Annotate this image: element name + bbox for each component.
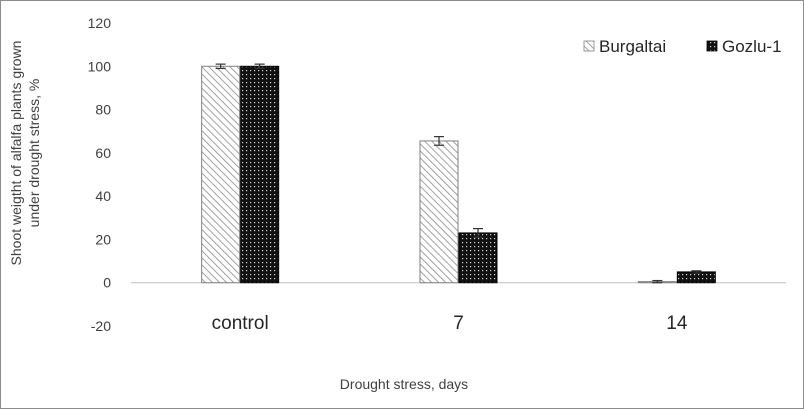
error-bar <box>254 63 265 70</box>
legend-label: Gozlu-1 <box>722 37 782 56</box>
y-tick-label: -20 <box>91 318 111 334</box>
error-bar <box>652 279 663 284</box>
y-tick-label: 100 <box>88 58 112 74</box>
bar-gozlu-1-0 <box>240 65 280 284</box>
x-tick-label: control <box>212 313 269 334</box>
bars <box>201 63 716 284</box>
bar-burgaltai-0 <box>201 65 241 284</box>
bar-gozlu-1-1 <box>458 232 498 284</box>
legend-swatch <box>583 40 595 52</box>
error-bar <box>434 136 444 146</box>
error-bar <box>215 63 226 70</box>
x-tick-label: 14 <box>666 313 688 334</box>
y-tick-label: 60 <box>95 145 111 161</box>
bar-burgaltai-1 <box>419 140 459 284</box>
legend-label: Burgaltai <box>599 37 666 56</box>
x-tick-label: 7 <box>453 313 464 334</box>
legend-swatch <box>706 40 718 52</box>
x-axis-title: Drought stress, days <box>340 376 468 392</box>
error-bar <box>473 228 483 238</box>
error-bar <box>691 270 702 274</box>
y-axis-title-line-2: under drought stress, % <box>26 79 42 228</box>
y-tick-label: 40 <box>95 188 111 204</box>
y-tick-label: 120 <box>88 15 112 31</box>
y-tick-label: 20 <box>95 231 111 247</box>
x-axis-ticks: control 7 14 <box>212 313 688 334</box>
y-tick-label: 0 <box>103 275 111 291</box>
y-axis-title-line-1: Shoot weigtht of alfalfa plants grown <box>8 41 24 266</box>
y-axis-ticks: -20 0 20 40 60 80 100 120 <box>88 15 112 334</box>
y-tick-label: 80 <box>95 102 111 118</box>
legend: Burgaltai Gozlu-1 <box>583 37 782 56</box>
